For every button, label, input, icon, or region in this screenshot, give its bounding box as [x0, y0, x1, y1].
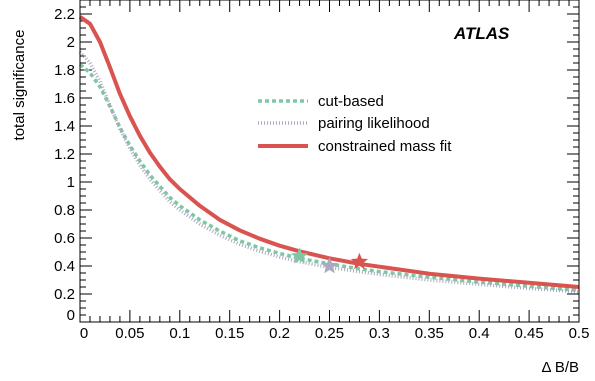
- x-tick-label: 0.5: [569, 325, 590, 342]
- y-axis-title-group: total significance: [11, 30, 28, 141]
- series-line-0: [78, 63, 580, 293]
- x-tick-label: 0.1: [169, 325, 190, 342]
- x-tick-label: 0.05: [115, 325, 144, 342]
- series-curves: [78, 15, 580, 294]
- x-tick-label: 0.45: [514, 325, 543, 342]
- series-star-marker-0: [291, 247, 309, 264]
- y-tick-label: 1.2: [54, 146, 75, 163]
- y-tick-label: 1.4: [54, 118, 75, 135]
- y-axis-title: total significance: [11, 30, 28, 141]
- legend-label: cut-based: [318, 93, 384, 110]
- x-tick-label: 0.25: [315, 325, 344, 342]
- legend-label: constrained mass fit: [318, 138, 452, 155]
- y-tick-label: 1.6: [54, 90, 75, 107]
- y-tick-label: 1: [67, 174, 75, 191]
- x-axis-title: Δ B/B: [541, 359, 579, 376]
- y-tick-label: 0.2: [54, 286, 75, 303]
- y-tick-label: 1.8: [54, 62, 75, 79]
- y-tick-label: 0.8: [54, 202, 75, 219]
- series-star-marker-2: [350, 252, 368, 270]
- plot-frame: [79, 0, 580, 323]
- x-tick-label: 0.2: [269, 325, 290, 342]
- legend-label: pairing likelihood: [318, 115, 430, 132]
- x-tick-label: 0.35: [415, 325, 444, 342]
- y-tick-label: 0.6: [54, 230, 75, 247]
- series-markers: [291, 247, 368, 274]
- y-tick-label: 0.4: [54, 258, 75, 275]
- x-tick-label: 0: [80, 325, 88, 342]
- y-tick-label: 2: [67, 34, 75, 51]
- axis-tick-labels: 0 0.05 0.1 0.15 0.2 0.25 0.3 0.35 0.4 0.45 0.5 0 0.2…: [54, 6, 589, 342]
- x-tick-label: 0.3: [369, 325, 390, 342]
- legend: cut-based pairing likelihood constrained m…: [258, 93, 452, 155]
- y-tick-label: 2.2: [54, 6, 75, 23]
- series-line-2: [78, 15, 580, 289]
- series-line-1: [78, 50, 580, 294]
- atlas-label: ATLAS: [453, 24, 510, 43]
- x-tick-label: 0.15: [215, 325, 244, 342]
- series-star-marker-1: [320, 257, 339, 274]
- x-tick-label: 0.4: [469, 325, 490, 342]
- y-tick-label: 0: [67, 307, 75, 324]
